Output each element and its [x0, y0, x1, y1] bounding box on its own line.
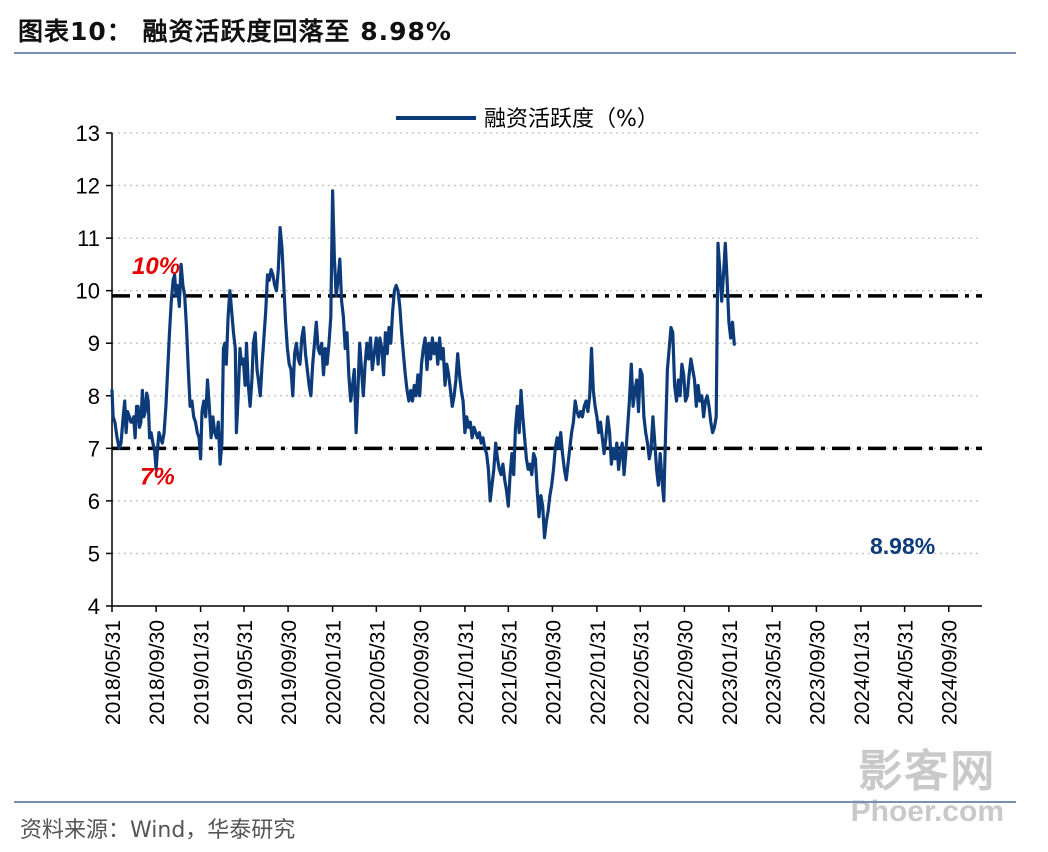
- axes: [106, 132, 982, 612]
- x-tick-label: 2020/01/31: [323, 620, 346, 725]
- legend: 融资活跃度（%）: [396, 107, 659, 132]
- x-tick-label: 2022/09/30: [674, 620, 697, 725]
- x-tick-label: 2020/05/31: [366, 620, 389, 725]
- y-tick-label: 4: [88, 594, 100, 619]
- end-value-label: 8.98%: [870, 533, 935, 559]
- x-tick-label: 2023/09/30: [806, 620, 829, 725]
- x-tick-label: 2024/01/31: [851, 620, 874, 725]
- x-tick-label: 2023/01/31: [719, 620, 742, 725]
- y-tick-label: 10: [76, 279, 100, 304]
- y-tick-label: 5: [88, 541, 100, 566]
- x-tick-label: 2022/01/31: [587, 620, 610, 725]
- series-line: [110, 189, 736, 540]
- x-tick-label: 2022/05/31: [630, 620, 653, 725]
- x-tick-label: 2018/09/30: [146, 620, 169, 725]
- annotations: 10% 7% 8.98%: [132, 253, 935, 559]
- footer-divider: [14, 801, 1016, 803]
- y-tick-label: 9: [88, 331, 100, 356]
- y-tick-label: 8: [88, 384, 100, 409]
- reference-label: 10%: [132, 253, 180, 280]
- y-tick-label: 11: [77, 226, 100, 251]
- x-tick-label: 2021/01/31: [455, 620, 478, 725]
- x-tick-label: 2021/05/31: [498, 620, 521, 725]
- x-tick-label: 2024/05/31: [895, 620, 918, 725]
- x-tick-label: 2024/09/30: [939, 620, 962, 725]
- watermark-logo: 影客网 Phoer.com: [850, 747, 1004, 828]
- title-divider: [14, 52, 1016, 54]
- reference-label: 7%: [140, 463, 175, 490]
- x-tick-label: 2018/05/31: [102, 620, 125, 725]
- source-note: 资料来源：Wind，华泰研究: [20, 818, 296, 843]
- x-tick-label: 2019/05/31: [234, 620, 257, 725]
- y-tick-label: 12: [76, 174, 100, 199]
- y-tick-labels: 4 5 6 7 8 9 10 11 12 13: [76, 121, 100, 619]
- y-tick-label: 13: [76, 121, 100, 146]
- x-tick-labels: 2018/05/31 2018/09/30 2019/01/31 2019/05/31…: [102, 620, 962, 725]
- x-tick-label: 2019/09/30: [278, 620, 301, 725]
- chart-title: 图表10： 融资活跃度回落至 8.98%: [18, 17, 452, 46]
- x-tick-label: 2023/05/31: [762, 620, 785, 725]
- y-tick-label: 7: [88, 436, 100, 461]
- x-tick-label: 2019/01/31: [191, 620, 214, 725]
- y-tick-label: 6: [88, 489, 100, 514]
- grid-lines: [112, 132, 982, 555]
- x-tick-label: 2021/09/30: [542, 620, 565, 725]
- x-tick-label: 2020/09/30: [410, 620, 433, 725]
- reference-lines: [112, 294, 982, 451]
- legend-label: 融资活跃度（%）: [484, 107, 659, 132]
